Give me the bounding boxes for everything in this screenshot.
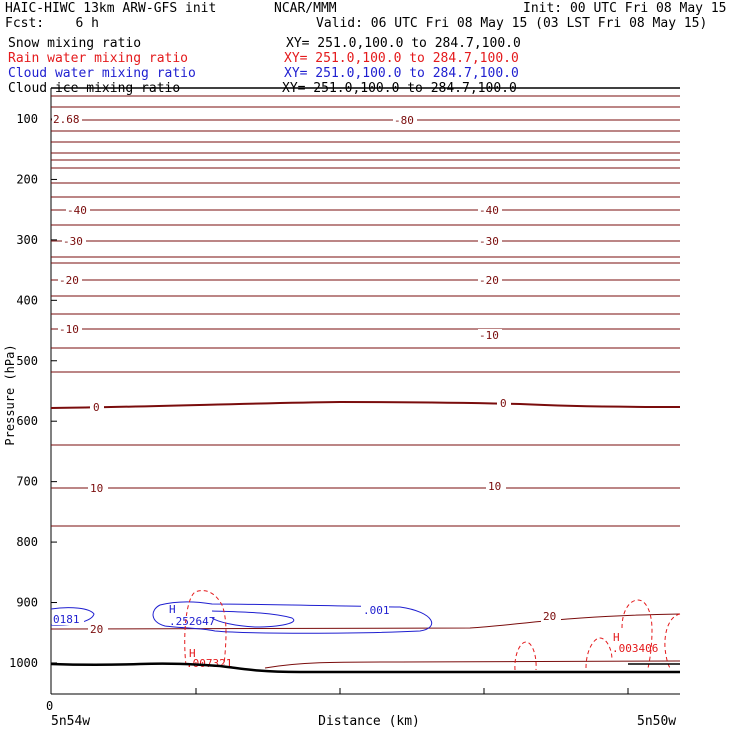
field-xy-snow: XY= 251.0,100.0 to 284.7,100.0 xyxy=(286,36,521,51)
rain-water-labels: H .007321 H .003406 xyxy=(186,631,658,670)
cloud-water-label-left: 0181 xyxy=(53,613,80,626)
isotherm-zero xyxy=(50,400,681,409)
isotherm-label-group: 2.68 -80 -40 -40 -30 -30 -20 -20 -10 -10… xyxy=(52,113,561,636)
cloud-water-outer-contour xyxy=(152,601,432,634)
cloud-water-inner-contour xyxy=(211,610,295,628)
isotherm-label-minus40-left: -40 xyxy=(67,204,87,217)
y-tick-label-400: 400 xyxy=(16,293,38,307)
isotherm-label-20-left: 20 xyxy=(90,623,103,636)
plot-center: NCAR/MMM xyxy=(274,1,337,16)
init-time: Init: 00 UTC Fri 08 May 15 xyxy=(523,1,727,16)
rain-contour-right-edge xyxy=(664,613,681,669)
field-label-rain: Rain water mixing ratio xyxy=(8,51,189,66)
contour-label-top-left: 2.68 xyxy=(53,113,80,126)
plot-title: HAIC-HIWC 13km ARW-GFS init xyxy=(5,1,217,16)
y-tick-label-1000: 1000 xyxy=(9,656,38,670)
x-tick-group xyxy=(195,688,629,694)
cloud-water-labels: 0181 H .252647 .001 xyxy=(52,603,390,628)
y-tick-label-600: 600 xyxy=(16,414,38,428)
isotherm-label-10-right: 10 xyxy=(488,480,501,493)
rain-contour-right-2 xyxy=(621,599,653,669)
isotherm-label-minus40-right: -40 xyxy=(479,204,499,217)
y-tick-label-100: 100 xyxy=(16,112,38,126)
isotherm-20 xyxy=(50,613,681,630)
cloud-water-level-label: .001 xyxy=(363,604,390,617)
isotherm-label-zero-left: 0 xyxy=(93,401,100,414)
x-end-label-left: 5n54w xyxy=(51,714,90,729)
y-tick-label-900: 900 xyxy=(16,596,38,610)
isotherm-label-20-right: 20 xyxy=(543,610,556,623)
isotherm-label-minus10-left: -10 xyxy=(59,323,79,336)
rain-high-marker-1: H xyxy=(189,647,196,660)
terrain-ground-line xyxy=(50,662,680,674)
field-label-snow: Snow mixing ratio xyxy=(8,36,142,51)
isotherm-label-zero-right: 0 xyxy=(500,397,507,410)
isotherm-label-10-left: 10 xyxy=(90,482,103,495)
y-tick-label-300: 300 xyxy=(16,233,38,247)
x-axis-label: Distance (km) xyxy=(318,714,420,729)
y-tick-label-200: 200 xyxy=(16,172,38,186)
isotherm-lower xyxy=(264,660,681,669)
isotherm-label-minus20-right: -20 xyxy=(479,274,499,287)
field-label-cloud-water: Cloud water mixing ratio xyxy=(8,66,196,81)
isotherm-label-minus30-right: -30 xyxy=(479,235,499,248)
cloud-water-high-marker: H xyxy=(169,603,176,616)
rain-contour-left xyxy=(184,590,227,666)
isotherm-label-minus20-left: -20 xyxy=(59,274,79,287)
y-tick-label-800: 800 xyxy=(16,535,38,549)
rain-high-marker-2: H xyxy=(613,631,620,644)
labeled-isotherm-group xyxy=(50,119,681,669)
rain-contour-mid xyxy=(514,641,537,671)
rain-water-contours xyxy=(184,590,681,671)
x-end-label-right: 5n50w xyxy=(637,714,676,729)
field-xy-cloud-water: XY= 251.0,100.0 to 284.7,100.0 xyxy=(284,66,519,81)
rain-contour-right-1 xyxy=(585,637,613,669)
y-tick-label-500: 500 xyxy=(16,354,38,368)
rain-max-value-2: .003406 xyxy=(612,642,658,655)
isotherm-label-minus30-left: -30 xyxy=(63,235,83,248)
forecast-hour: Fcst: 6 h xyxy=(5,16,99,31)
x-tick-label-0: 0 xyxy=(46,699,53,713)
field-xy-rain: XY= 251.0,100.0 to 284.7,100.0 xyxy=(284,51,519,66)
isotherm-label-minus10-right: -10 xyxy=(479,329,499,342)
y-tick-label-700: 700 xyxy=(16,475,38,489)
isotherm-label-minus80: -80 xyxy=(394,114,414,127)
isotherm-group xyxy=(51,95,680,527)
y-axis-label: Pressure (hPa) xyxy=(3,344,17,445)
valid-time: Valid: 06 UTC Fri 08 May 15 (03 LST Fri … xyxy=(316,16,708,31)
cloud-water-max-value: .252647 xyxy=(169,615,215,628)
